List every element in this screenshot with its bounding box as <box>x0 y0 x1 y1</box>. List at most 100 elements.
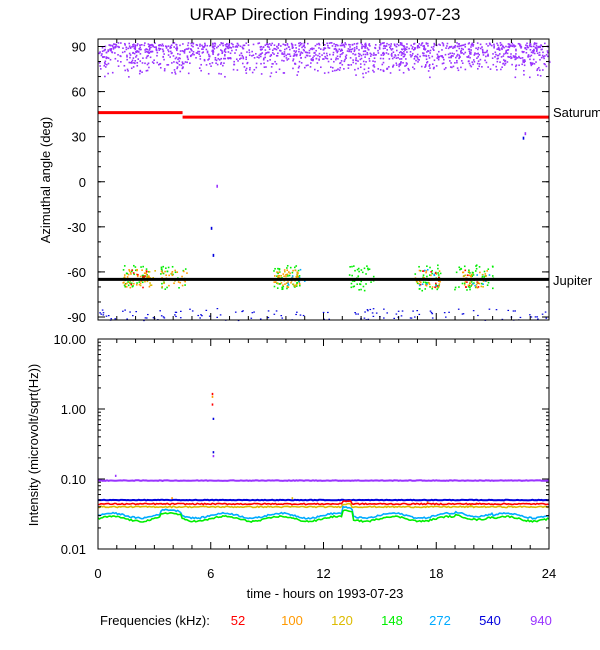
data-point <box>317 54 319 57</box>
legend-item-940: 940 <box>530 613 552 628</box>
data-point <box>440 55 442 57</box>
data-point <box>435 285 437 287</box>
data-point <box>492 53 494 55</box>
data-point <box>268 46 270 48</box>
data-point <box>104 75 106 78</box>
data-point <box>504 52 507 55</box>
data-point <box>270 54 273 57</box>
legend-item-148: 148 <box>381 613 403 628</box>
data-point <box>204 44 206 46</box>
data-point <box>546 55 549 58</box>
data-point <box>146 317 148 319</box>
data-point <box>341 53 343 55</box>
data-point <box>372 275 375 278</box>
data-point <box>523 51 525 53</box>
data-point <box>349 46 351 48</box>
data-point <box>540 56 543 59</box>
data-point <box>110 318 113 320</box>
data-point <box>530 63 532 65</box>
data-point <box>167 266 170 269</box>
data-point <box>197 47 200 50</box>
data-point <box>180 310 182 312</box>
data-point <box>288 48 291 51</box>
data-point <box>361 47 363 50</box>
intensity-line-52 <box>98 499 550 506</box>
data-point <box>469 56 471 59</box>
data-point <box>187 44 189 47</box>
data-point <box>460 52 462 54</box>
data-point <box>393 56 396 59</box>
data-point <box>212 42 214 45</box>
data-point <box>313 47 315 50</box>
data-point <box>414 55 417 57</box>
data-point <box>496 58 499 60</box>
data-point <box>143 319 145 322</box>
data-point <box>124 283 127 286</box>
data-point <box>130 273 132 275</box>
data-point <box>128 281 131 284</box>
data-point <box>545 65 548 68</box>
data-point <box>534 316 537 318</box>
data-point <box>496 42 498 45</box>
data-point <box>131 45 133 48</box>
data-point <box>226 42 228 45</box>
data-point <box>131 62 133 64</box>
data-point <box>470 281 473 283</box>
x-tick-label: 24 <box>542 566 556 581</box>
data-point <box>217 45 220 48</box>
data-point <box>422 274 425 276</box>
data-point <box>357 275 360 277</box>
data-point <box>416 53 419 56</box>
data-point <box>283 72 286 74</box>
data-point <box>423 276 425 279</box>
data-point <box>514 65 517 68</box>
data-point <box>304 56 307 59</box>
data-point <box>167 64 170 66</box>
legend-items: 52 100 120 148 272 540 940 <box>231 613 552 628</box>
data-point <box>161 43 164 46</box>
data-point <box>200 69 202 72</box>
data-point <box>431 55 434 58</box>
data-point <box>265 52 268 54</box>
data-point <box>283 51 286 53</box>
data-point <box>175 56 178 59</box>
data-point <box>464 274 467 277</box>
data-point <box>398 51 401 54</box>
data-point <box>481 51 484 54</box>
data-point <box>493 43 495 46</box>
data-point <box>105 315 108 317</box>
data-point <box>134 60 137 62</box>
data-point <box>292 67 294 70</box>
data-point <box>423 52 425 55</box>
data-point <box>141 71 143 73</box>
data-point <box>192 45 194 48</box>
data-point <box>497 54 500 57</box>
data-point <box>533 42 536 44</box>
data-point <box>187 72 190 75</box>
data-point <box>533 43 536 45</box>
data-point <box>287 282 289 285</box>
data-point <box>309 66 312 68</box>
data-point <box>382 61 385 64</box>
data-point <box>189 62 191 65</box>
data-point <box>471 273 473 276</box>
data-point <box>293 285 296 287</box>
data-point <box>135 56 137 58</box>
data-point <box>263 57 265 60</box>
data-point <box>497 46 500 49</box>
data-point <box>130 283 132 286</box>
data-point <box>356 283 359 285</box>
data-point <box>351 274 353 277</box>
data-point <box>249 67 251 69</box>
data-point <box>178 60 181 63</box>
data-point <box>535 42 537 45</box>
data-point <box>212 44 214 46</box>
data-point <box>266 60 269 62</box>
data-point <box>181 62 184 65</box>
data-point <box>230 47 233 49</box>
data-point <box>436 53 439 56</box>
data-point <box>327 71 330 74</box>
data-point <box>293 53 296 55</box>
data-point <box>532 50 535 53</box>
data-point <box>345 54 348 56</box>
